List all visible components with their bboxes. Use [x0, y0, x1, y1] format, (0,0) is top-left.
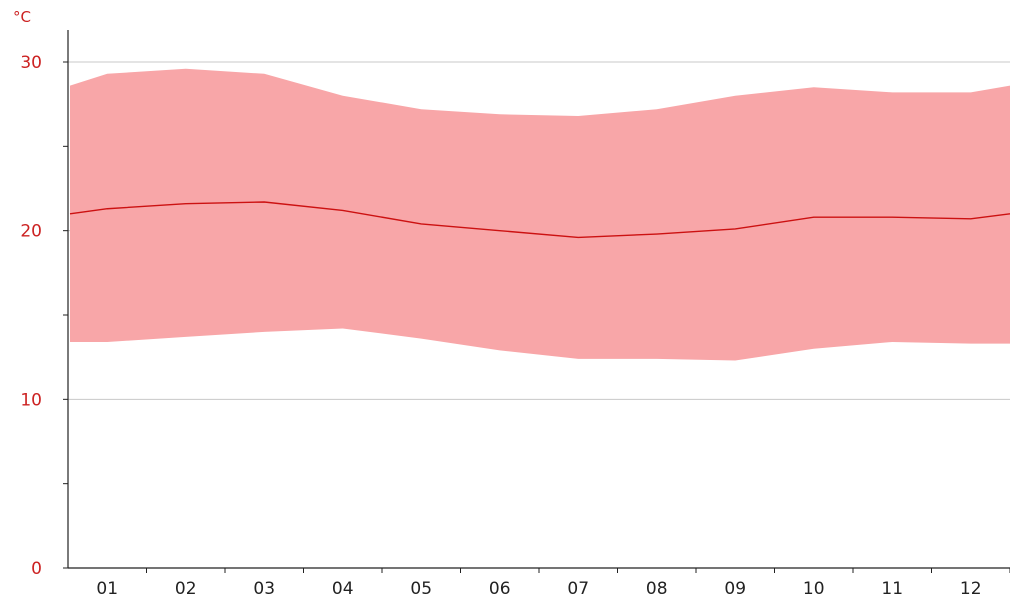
x-tick-label: 06: [489, 579, 511, 598]
x-tick-label: 07: [567, 579, 589, 598]
axes: [63, 30, 1010, 573]
x-tick-label: 12: [960, 579, 982, 598]
y-tick-label: 0: [31, 559, 42, 579]
y-tick-label: 20: [20, 222, 42, 242]
x-tick-label: 11: [881, 579, 903, 598]
x-tick-label: 05: [410, 579, 432, 598]
y-tick-label: 10: [20, 390, 42, 410]
y-axis-unit: °C: [13, 8, 31, 26]
x-tick-label: 01: [96, 579, 118, 598]
mean-temperature-line: [69, 201, 1010, 239]
y-axis-tick-labels: 0 10 20 30: [20, 53, 42, 579]
x-tick-label: 04: [332, 579, 354, 598]
temperature-range-band: [70, 68, 1010, 361]
x-tick-label: 08: [646, 579, 668, 598]
x-tick-label: 03: [253, 579, 275, 598]
x-tick-label: 09: [724, 579, 746, 598]
x-axis-tick-labels: 01 02 03 04 05 06 07 08 09 10 11 12: [96, 579, 981, 598]
x-tick-label: 10: [803, 579, 825, 598]
x-tick-label: 02: [175, 579, 197, 598]
y-tick-label: 30: [20, 53, 42, 73]
